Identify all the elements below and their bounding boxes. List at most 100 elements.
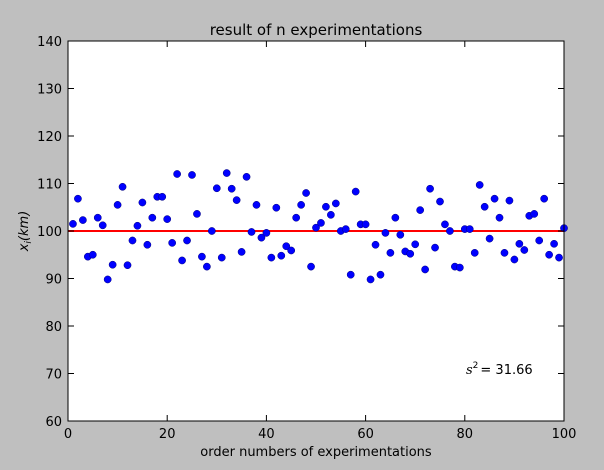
data-point (277, 251, 286, 260)
data-point (123, 261, 132, 270)
data-point (74, 194, 82, 203)
data-point (292, 213, 301, 222)
data-point (520, 246, 529, 254)
y-tick-label: 100 (37, 225, 62, 240)
variance-annotation-exponent: 2 (473, 361, 479, 371)
data-point (247, 228, 256, 236)
data-point (545, 250, 553, 259)
data-point (103, 275, 112, 284)
data-point (436, 197, 444, 206)
data-point (312, 223, 320, 232)
data-point (282, 242, 291, 251)
data-point (207, 227, 216, 235)
data-point (475, 181, 484, 189)
data-point (232, 196, 241, 204)
y-axis-label: xi(km) (17, 211, 34, 253)
data-point (242, 173, 251, 181)
data-point (446, 227, 454, 235)
data-point (143, 240, 152, 249)
data-point (98, 221, 107, 230)
data-point (307, 262, 315, 271)
data-point (138, 198, 147, 207)
y-tick-label: 90 (45, 273, 62, 288)
data-point (302, 189, 310, 197)
data-point (267, 253, 276, 262)
data-point (485, 234, 494, 243)
data-point (411, 240, 420, 249)
data-point (421, 265, 429, 274)
data-point (327, 211, 335, 219)
data-point (227, 184, 236, 193)
data-point (346, 270, 355, 279)
y-tick-label: 60 (45, 415, 62, 430)
y-tick-label: 130 (37, 83, 62, 98)
data-point (361, 220, 370, 229)
data-point (118, 182, 127, 191)
data-point (426, 184, 434, 193)
data-point (351, 187, 360, 196)
data-point (203, 262, 211, 271)
data-point (88, 250, 97, 259)
data-point (193, 210, 201, 218)
data-point (252, 201, 261, 209)
y-tick-label: 80 (45, 320, 62, 335)
data-point (93, 213, 102, 222)
data-point (416, 206, 425, 214)
data-point (555, 253, 563, 262)
data-point (500, 249, 509, 257)
y-tick-label: 120 (37, 130, 62, 145)
data-point (217, 253, 226, 262)
data-point (480, 202, 489, 211)
data-point (540, 194, 549, 203)
data-point (455, 263, 464, 272)
data-point (198, 252, 206, 261)
data-point (322, 202, 330, 211)
data-point (391, 213, 400, 222)
data-point (212, 184, 221, 193)
data-point (341, 225, 350, 233)
y-tick-label: 140 (37, 35, 62, 50)
y-axis-label-subscript: i (24, 241, 34, 244)
y-axis-label-unit: (km) (17, 211, 32, 241)
data-point (381, 229, 390, 237)
data-point (69, 220, 77, 228)
variance-annotation: s2 = 31.66 (466, 361, 533, 378)
data-point (183, 236, 191, 245)
x-tick-label: 0 (64, 427, 72, 442)
x-tick-label: 20 (159, 427, 176, 442)
data-point (376, 270, 385, 279)
data-point (317, 219, 325, 227)
x-tick-label: 100 (552, 427, 577, 442)
data-point (550, 239, 558, 248)
y-axis-label-symbol: x (17, 243, 32, 252)
data-point (510, 255, 519, 264)
data-point (495, 213, 504, 222)
data-point (158, 192, 167, 201)
data-point (168, 239, 177, 247)
x-axis-label: order numbers of experimentations (200, 445, 432, 460)
data-point (128, 236, 137, 245)
data-point (148, 213, 157, 222)
data-point (173, 170, 181, 178)
data-point (490, 194, 499, 203)
data-point (441, 220, 449, 229)
data-point (331, 199, 340, 208)
data-point (470, 249, 479, 257)
data-point (113, 201, 122, 209)
data-point (515, 239, 524, 248)
data-point (297, 201, 305, 209)
variance-annotation-symbol: s (466, 363, 473, 378)
data-point (108, 260, 117, 269)
data-point (371, 240, 380, 249)
data-point (465, 225, 474, 233)
x-tick-label: 40 (258, 427, 275, 442)
data-point (237, 248, 246, 256)
chart-title: result of n experimentations (210, 21, 423, 39)
data-point (222, 169, 231, 177)
data-point (505, 196, 514, 205)
data-point (431, 243, 439, 252)
data-point (188, 171, 196, 179)
data-point (406, 249, 415, 258)
